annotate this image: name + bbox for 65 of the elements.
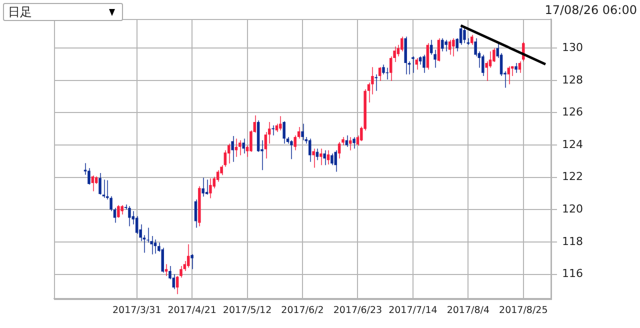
dropdown-select[interactable]: 日足 [3,3,123,21]
candlestick [301,123,304,141]
candlestick [279,116,282,131]
y-tick-label: 116 [562,267,584,280]
x-tick-label: 2017/4/21 [168,304,216,316]
candlestick [98,172,102,196]
candlestick [374,74,378,92]
candlestick [441,38,444,52]
candlestick [444,39,448,52]
candlestick [180,265,182,278]
candlestick [482,54,484,77]
x-tick-label: 2017/6/2 [281,304,324,316]
candlestick [202,177,204,198]
y-tick-label: 124 [562,138,584,151]
text: 17/08/26 06:00 [544,3,637,17]
candlestick [514,62,518,74]
x-tick-label: 2017/3/31 [112,304,162,316]
candlestick [316,148,319,161]
candlestick [485,60,488,82]
candlestick [348,136,352,151]
x-tick-label: 2017/8/4 [446,304,490,316]
candlestick [294,134,297,151]
candlestick [290,140,293,160]
candlestick [227,143,230,164]
candlestick [330,152,334,166]
candlestick [102,179,106,198]
x-tick-label: 2017/8/25 [499,304,548,316]
candlestick [338,141,341,159]
candlestick [312,148,315,168]
candlestick [345,134,348,148]
candlestick [382,64,385,75]
x-tick-label: 2017/5/12 [222,304,272,316]
candlestick [452,38,455,57]
x-tick-label: 2017/6/23 [333,304,382,316]
candlestick [209,178,212,199]
candlestick [128,206,131,227]
candlestick [474,38,477,57]
candlestick [154,238,157,254]
candlestick [426,42,430,70]
y-tick-label: 130 [562,40,584,54]
candlestick [320,148,322,166]
x-tick-label: 2017/7/14 [388,304,438,316]
candlestick [352,136,356,150]
candlestick [238,140,242,156]
candlestick [242,138,245,154]
candlestick [470,34,474,46]
candlestick [264,131,268,159]
candlestick [190,254,194,270]
y-tick-label: 120 [562,202,584,216]
candlestick [412,56,414,74]
candlestick [415,57,418,70]
candlestick [164,264,168,276]
candlestick [463,28,466,44]
candlestick [231,136,234,162]
y-tick-label: 128 [562,73,584,86]
y-tick-label: 118 [562,234,584,248]
candlestick [282,120,286,144]
candlestick [120,204,124,216]
candlestick [117,204,120,218]
candlestick [308,138,312,162]
candlestick [422,54,426,74]
y-tick-label: 122 [562,170,584,184]
candlestick [186,244,190,268]
y-tick-label: 126 [562,106,584,119]
candlestick [323,150,326,166]
